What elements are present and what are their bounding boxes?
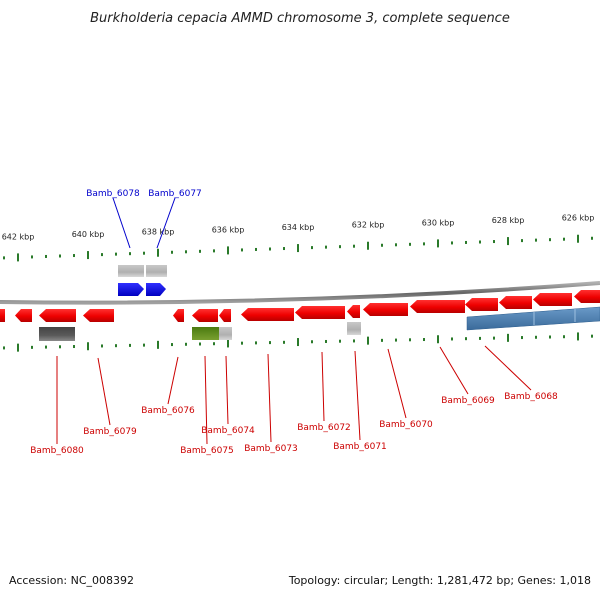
- gene-arrow[interactable]: [533, 293, 572, 306]
- gene-arrow[interactable]: [15, 309, 32, 322]
- gene-bamb-6078-arrow[interactable]: [118, 283, 144, 296]
- map-title: Burkholderia cepacia AMMD chromosome 3, …: [90, 11, 510, 26]
- gene-label-bamb-6076[interactable]: Bamb_6076: [141, 406, 195, 416]
- ruler-bottom: [3, 332, 593, 352]
- forward-gene-labels: Bamb_6078 Bamb_6077: [86, 189, 202, 199]
- forward-strand-features: [118, 265, 167, 296]
- gene-bamb-6077-arrow[interactable]: [146, 283, 166, 296]
- reverse-gene-labels: Bamb_6080 Bamb_6079 Bamb_6076 Bamb_6075 …: [30, 392, 558, 456]
- ruler-tick-label: 636 kbp: [212, 225, 245, 234]
- ruler-labels: 642 kbp 640 kbp 638 kbp 636 kbp 634 kbp 632 k…: [2, 214, 595, 242]
- gene-label-bamb-6070[interactable]: Bamb_6070: [379, 420, 433, 430]
- gene-label-bamb-6068[interactable]: Bamb_6068: [504, 392, 558, 402]
- gene-arrow[interactable]: [39, 309, 76, 322]
- gene-label-bamb-6073[interactable]: Bamb_6073: [244, 444, 298, 454]
- gene-arrow[interactable]: [295, 306, 345, 319]
- ruler-tick-label: 634 kbp: [282, 223, 315, 232]
- ruler-tick-label: 626 kbp: [562, 214, 595, 223]
- gene-arrow[interactable]: [465, 298, 498, 311]
- ruler-top: [3, 234, 593, 262]
- gene-label-bamb-6072[interactable]: Bamb_6072: [297, 423, 351, 433]
- ruler-tick-label: 628 kbp: [492, 216, 525, 225]
- gene-label-bamb-6077[interactable]: Bamb_6077: [148, 189, 202, 199]
- gene-arrow[interactable]: [0, 309, 5, 322]
- gene-label-bamb-6075[interactable]: Bamb_6075: [180, 446, 234, 456]
- ruler-tick-label: 638 kbp: [142, 228, 175, 237]
- gene-arrow[interactable]: [363, 303, 408, 316]
- gene-label-bamb-6071[interactable]: Bamb_6071: [333, 442, 387, 452]
- ruler-tick-label: 630 kbp: [422, 218, 455, 227]
- gene-label-bamb-6078[interactable]: Bamb_6078: [86, 189, 140, 199]
- gene-arrow[interactable]: [574, 290, 600, 303]
- gene-arrow[interactable]: [219, 309, 231, 322]
- gene-label-bamb-6079[interactable]: Bamb_6079: [83, 427, 137, 437]
- grey-feature[interactable]: [219, 327, 232, 340]
- reverse-strand-features: [0, 290, 600, 341]
- gene-arrow[interactable]: [241, 308, 294, 321]
- grey-feature[interactable]: [146, 265, 167, 277]
- green-feature[interactable]: [192, 327, 219, 340]
- ruler-tick-label: 642 kbp: [2, 232, 35, 241]
- gene-label-bamb-6069[interactable]: Bamb_6069: [441, 396, 495, 406]
- ruler-tick-label: 640 kbp: [72, 230, 105, 239]
- accession-text: Accession: NC_008392: [9, 574, 135, 587]
- gene-arrow[interactable]: [410, 300, 465, 313]
- ruler-tick-label: 632 kbp: [352, 221, 385, 230]
- topology-text: Topology: circular; Length: 1,281,472 bp…: [288, 574, 591, 587]
- label-leaders: [56, 197, 532, 445]
- gene-arrow[interactable]: [83, 309, 114, 322]
- sequence-backbone: [0, 281, 600, 305]
- gene-arrow[interactable]: [173, 309, 184, 322]
- gene-label-bamb-6080[interactable]: Bamb_6080: [30, 446, 84, 456]
- grey-feature[interactable]: [118, 265, 144, 277]
- dark-feature[interactable]: [39, 327, 75, 341]
- gene-arrow[interactable]: [499, 296, 532, 309]
- gene-arrow[interactable]: [347, 305, 360, 318]
- gene-arrow[interactable]: [192, 309, 218, 322]
- gene-label-bamb-6074[interactable]: Bamb_6074: [201, 426, 255, 436]
- grey-feature[interactable]: [347, 322, 361, 335]
